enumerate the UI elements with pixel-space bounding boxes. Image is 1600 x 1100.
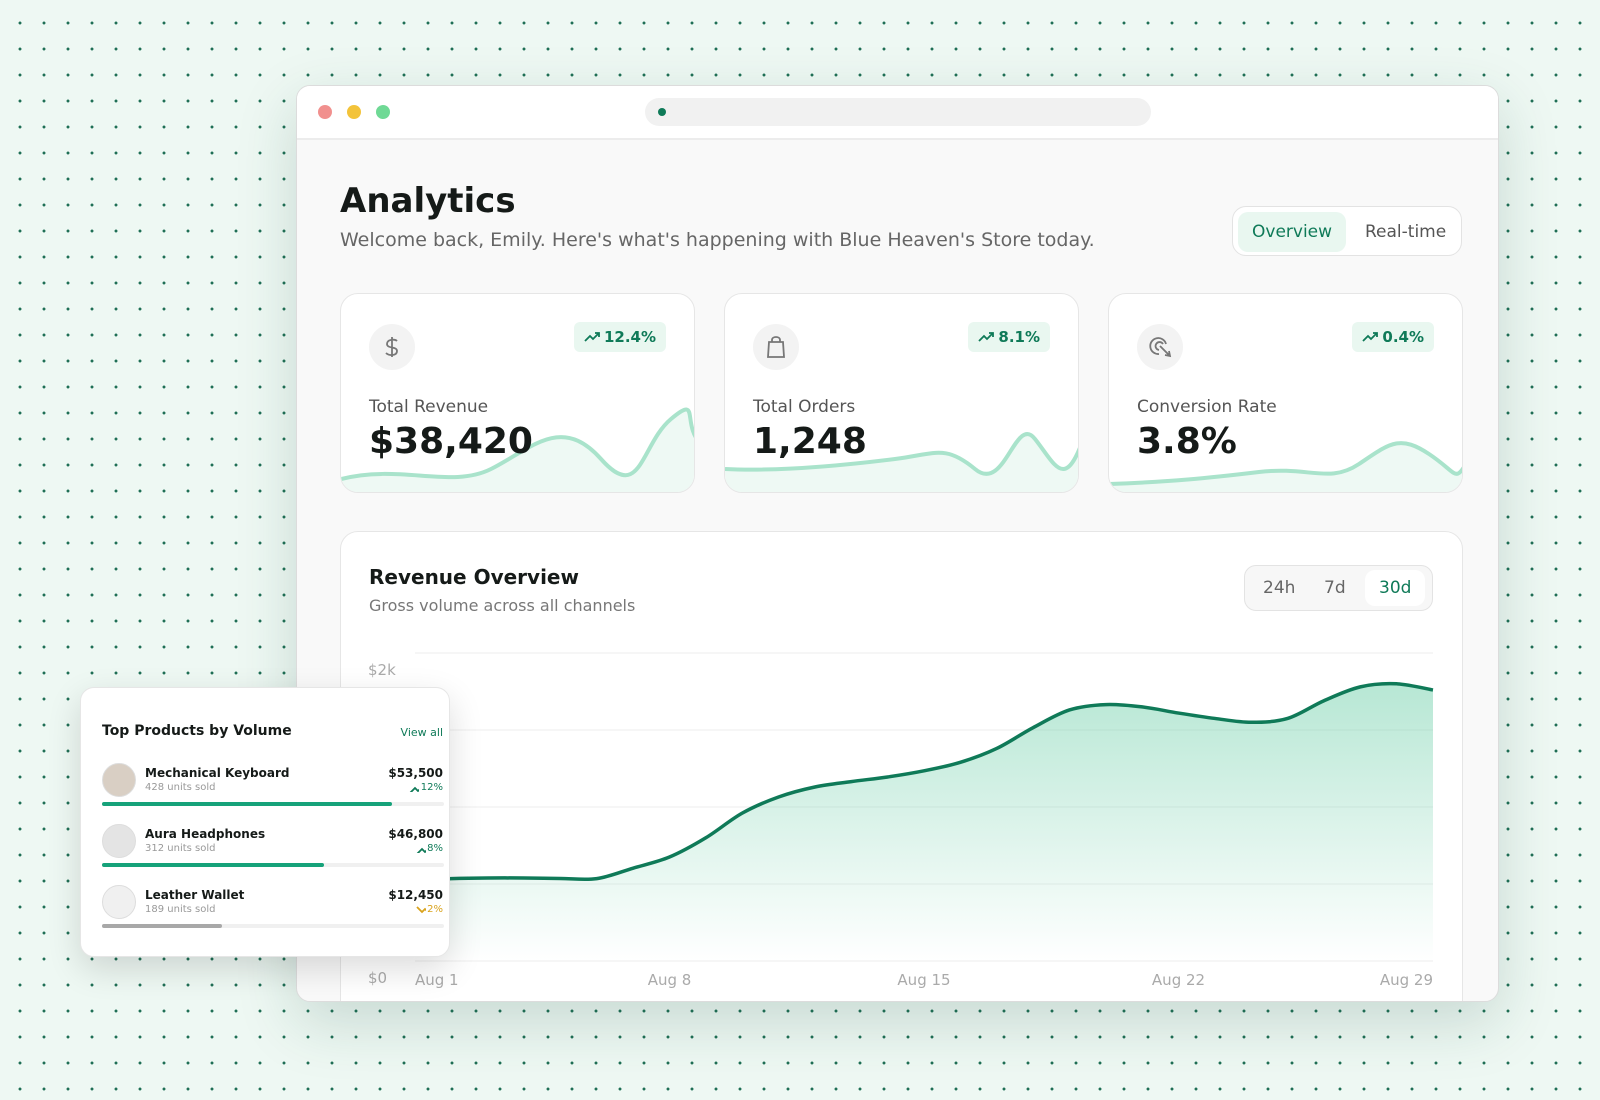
secure-dot — [658, 108, 666, 116]
product-thumb — [102, 824, 136, 858]
trend-icon — [1362, 332, 1379, 342]
product-thumb — [102, 885, 136, 919]
sparkline — [341, 407, 694, 492]
progress-fill — [102, 802, 392, 806]
browser-window: Analytics Welcome back, Emily. Here's wh… — [296, 85, 1499, 1002]
stat-icon — [753, 324, 799, 370]
stat-label: Conversion Rate — [1137, 397, 1277, 417]
maximize-dot[interactable] — [376, 105, 390, 119]
icon-glyph — [767, 336, 785, 358]
x-tick-label: Aug 22 — [1152, 971, 1205, 989]
close-dot[interactable] — [318, 105, 332, 119]
area-fill — [415, 683, 1433, 961]
x-tick-label: Aug 8 — [648, 971, 692, 989]
trend-line — [416, 847, 426, 853]
icon-path — [767, 336, 785, 358]
icon-glyph — [1149, 337, 1172, 358]
product-change: 2% — [427, 904, 443, 915]
revenue-line — [414, 681, 1434, 882]
product-name: Mechanical Keyboard — [145, 766, 290, 780]
product-revenue: $53,500 — [388, 766, 443, 780]
sparkline — [725, 432, 1078, 492]
sparkline-line — [341, 407, 694, 481]
stat-card: 0.4% Conversion Rate 3.8% — [1108, 293, 1463, 493]
change-badge: 0.4% — [1352, 322, 1434, 352]
range-30d[interactable]: 30d — [1365, 570, 1426, 606]
change-badge: 12.4% — [573, 322, 666, 352]
trend-line — [584, 332, 600, 342]
range-tabs: 24h 7d 30d — [1244, 565, 1433, 611]
revenue-subtitle: Gross volume across all channels — [369, 596, 636, 615]
top-products-card: Top Products by Volume View all Mechanic… — [80, 687, 450, 957]
stat-icon — [1137, 324, 1183, 370]
change-badge: 8.1% — [968, 322, 1050, 352]
stat-card: 12.4% Total Revenue $38,420 — [340, 293, 695, 493]
sparkline-line — [725, 432, 1078, 476]
sparkline-line — [1109, 441, 1462, 486]
stat-value: 1,248 — [753, 421, 867, 462]
top-products-title: Top Products by Volume — [102, 723, 292, 739]
icon-path — [1149, 337, 1172, 358]
product-revenue: $46,800 — [388, 827, 443, 841]
trend-line — [1362, 332, 1379, 342]
icon-glyph — [385, 337, 398, 357]
stat-label: Total Orders — [753, 397, 856, 417]
view-tabs: Overview Real-time — [1232, 206, 1462, 256]
progress-track — [102, 924, 444, 928]
product-revenue: $12,450 — [388, 888, 443, 902]
x-tick-label: Aug 29 — [1380, 971, 1433, 989]
product-units: 312 units sold — [145, 843, 216, 854]
tab-overview[interactable]: Overview — [1238, 212, 1347, 252]
window-bar — [297, 86, 1498, 140]
minimize-dot[interactable] — [347, 105, 361, 119]
progress-fill — [102, 924, 222, 928]
trend-icon — [416, 906, 426, 914]
product-change: 12% — [420, 782, 443, 793]
product-name: Leather Wallet — [145, 888, 245, 902]
trend-icon — [584, 332, 600, 342]
trend-line — [978, 332, 995, 342]
view-all-link[interactable]: View all — [400, 726, 443, 739]
icon-path — [385, 337, 398, 357]
progress-fill — [102, 863, 324, 867]
trend-icon — [978, 332, 995, 342]
product-units: 189 units sold — [145, 904, 216, 915]
revenue-title: Revenue Overview — [369, 565, 579, 589]
trend-icon — [409, 786, 419, 792]
range-24h[interactable]: 24h — [1263, 578, 1296, 598]
product-units: 428 units sold — [145, 782, 216, 793]
stat-label: Total Revenue — [369, 397, 489, 417]
x-tick-label: Aug 15 — [897, 971, 950, 989]
page-subtitle: Welcome back, Emily. Here's what's happe… — [340, 229, 1095, 251]
stat-value: $38,420 — [369, 421, 533, 462]
y-tick-label: $0 — [368, 969, 387, 987]
stat-value: 3.8% — [1137, 421, 1237, 462]
sparkline-area — [341, 409, 694, 492]
y-tick-label: $2k — [368, 661, 396, 679]
sparkline-area — [725, 434, 1078, 492]
product-name: Aura Headphones — [145, 827, 266, 841]
product-change: 8% — [427, 843, 443, 854]
sparkline — [1109, 441, 1462, 492]
range-7d[interactable]: 7d — [1324, 578, 1346, 598]
address-bar[interactable] — [645, 98, 1151, 126]
x-tick-label: Aug 1 — [415, 971, 459, 989]
tab-realtime[interactable]: Real-time — [1365, 222, 1447, 242]
trend-line — [409, 786, 419, 792]
product-thumb — [102, 763, 136, 797]
trend-line — [416, 906, 426, 914]
trend-icon — [416, 847, 426, 853]
page-title: Analytics — [340, 181, 516, 221]
stat-icon — [369, 324, 415, 370]
stat-card: 8.1% Total Orders 1,248 — [724, 293, 1079, 493]
